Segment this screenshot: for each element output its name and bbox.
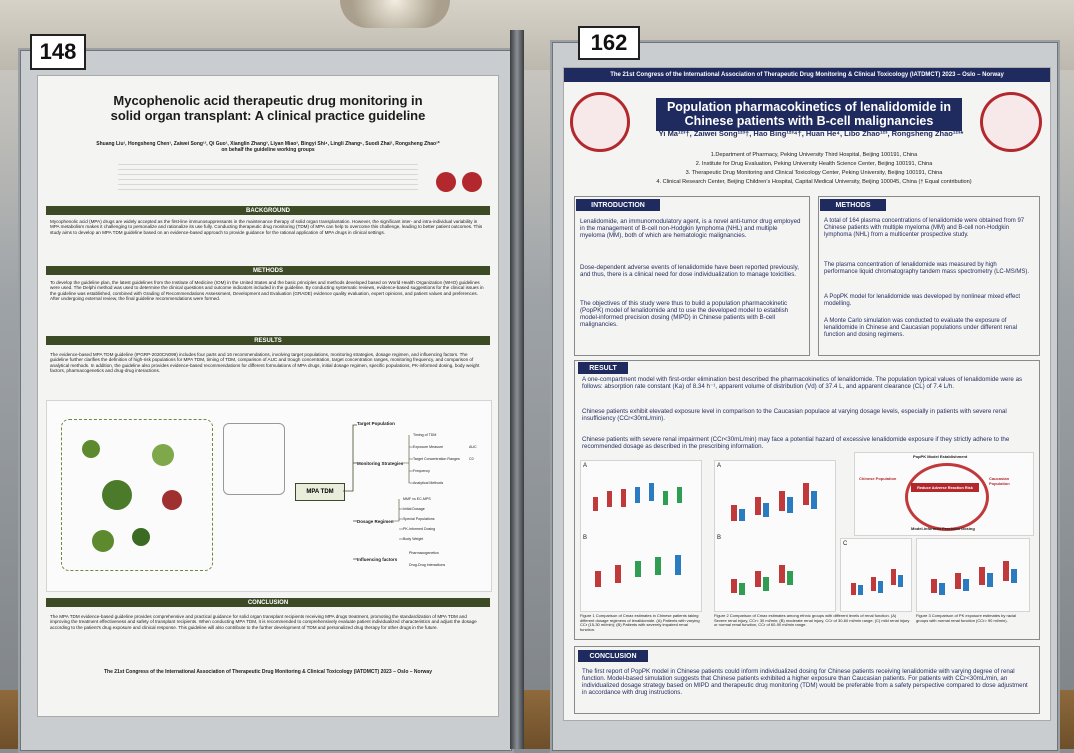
mindmap-leaf: MMF vs EC-MPS: [403, 497, 431, 501]
diagram-top-label: PopPK Model Establishment: [913, 454, 968, 459]
mindmap-branch-dosage-regimen: Dosage Regimen: [357, 519, 394, 524]
figure-3-plot: [916, 538, 1030, 612]
right-affiliation: 2. Institute for Drug Evaluation, Peking…: [695, 161, 933, 167]
figure-1-plots: A B: [580, 460, 702, 612]
left-title: Mycophenolic acid therapeutic drug monit…: [110, 93, 426, 123]
mindmap-c0-label: C0: [469, 457, 474, 461]
left-affiliations: [118, 164, 418, 194]
left-poster: Mycophenolic acid therapeutic drug monit…: [38, 76, 498, 716]
figure-3-caption: Figure 3 Comparison of PK exposure estim…: [916, 613, 1017, 623]
mindmap-leaf: Frequency: [413, 469, 430, 473]
conclusion-header: CONCLUSION: [578, 650, 648, 662]
left-background-header: BACKGROUND: [46, 206, 490, 215]
diagram-bottom-label: Model-informed Precision Dosing: [911, 526, 975, 531]
left-logo-1: [436, 172, 456, 192]
introduction-point-1: Lenalidomide, an immunomodulatory agent,…: [580, 218, 801, 240]
diagram-left-label: Chinese Population: [859, 476, 897, 481]
figure-2-panel-a-label: A: [717, 463, 722, 469]
pku-logo-right: [980, 92, 1042, 152]
left-authors: Shuang Liu¹, Hongsheng Chen¹, Zaiwei Son…: [96, 141, 440, 153]
mindmap-branch-influencing-factors: Influencing factors: [357, 557, 398, 562]
mindmap-leaf: Body Weight: [403, 537, 424, 541]
mindmap-auc-label: AUC: [469, 445, 477, 449]
mindmap-center: MPA TDM: [295, 483, 345, 501]
conclusion-text: The first report of PopPK model in Chine…: [582, 668, 1028, 697]
introduction-point-2: Dose-dependent adverse events of lenalid…: [580, 264, 799, 279]
figure-2c-plot: C: [840, 538, 912, 612]
methods-point-2: The plasma concentration of lenalidomide…: [824, 262, 1030, 275]
right-affiliation: 1.Department of Pharmacy, Peking Univers…: [710, 152, 918, 158]
methods-point-1: A total of 164 plasma concentrations of …: [824, 218, 1025, 238]
result-point-3: Chinese patients with severe renal impai…: [582, 436, 1010, 451]
ceiling-lamp: [340, 0, 450, 28]
right-authors: Yi Ma¹²³†, Zaiwei Song¹²³†, Hao Bing¹²³⁴…: [658, 129, 964, 138]
mindmap-leaf: Pharmacogenetics: [409, 551, 439, 555]
diagram-risk-label: Reduce Adverse Reaction Risk: [911, 483, 979, 492]
left-poster-number: 148: [30, 34, 86, 70]
diagram-right-label: Caucasian Population: [989, 476, 1010, 486]
left-methods-header: METHODS: [46, 266, 490, 275]
left-logo-2: [462, 172, 482, 192]
left-methods-text: To develop the guideline plan, the lates…: [50, 280, 484, 301]
figure-2-panel-c-label: C: [843, 541, 848, 547]
mindmap-leaf: Initial Dosage: [403, 507, 425, 511]
result-header: RESULT: [578, 362, 628, 374]
left-results-header: RESULTS: [46, 336, 490, 345]
stand-divider: [510, 30, 524, 749]
introduction-panel: [574, 196, 810, 356]
mindmap-leaf: Exposure Measure: [413, 445, 444, 449]
result-point-2: Chinese patients exhibit elevated exposu…: [582, 408, 1007, 423]
diagram-ring: [905, 463, 989, 531]
left-results-figure: MPA TDM Target Population Monitoring Str…: [46, 400, 492, 592]
right-affiliation: 4. Clinical Research Center, Beijing Chi…: [656, 179, 972, 185]
figure-2-panel-b-label: B: [717, 535, 722, 541]
figure-2-plots: A B: [714, 460, 836, 612]
left-results-text: The evidence-based MPA TDM guideline (IP…: [50, 352, 480, 373]
result-point-1: A one-compartment model with first-order…: [582, 376, 1023, 391]
methods-header: METHODS: [820, 199, 886, 211]
left-conclusion-header: CONCLUSION: [46, 598, 490, 607]
pk-model-diagram: PopPK Model Establishment Reduce Adverse…: [854, 452, 1034, 536]
mindmap-leaf: Analytical Methods: [413, 481, 444, 485]
mindmap-leaf: Target Concentration Ranges: [413, 457, 460, 461]
mindmap-leaf: Timing of TDM: [413, 433, 437, 437]
right-poster-number: 162: [578, 26, 640, 60]
left-background-text: Mycophenolic acid (MPA) drugs are widely…: [50, 219, 483, 235]
methods-point-3: A PopPK model for lenalidomide was devel…: [824, 294, 1021, 307]
right-title: Population pharmacokinetics of lenalidom…: [656, 98, 962, 131]
mindmap-leaf: Drug-Drug interactions: [409, 563, 446, 567]
figure-2-caption: Figure 2 Comparison of Cmax estimates am…: [714, 613, 910, 628]
figure-1-panel-a-label: A: [583, 463, 588, 469]
left-conclusion-text: The MPA TDM evidence-based guideline pro…: [50, 614, 477, 630]
right-poster: The 21st Congress of the International A…: [564, 68, 1050, 720]
conclusion-panel: [574, 646, 1040, 714]
right-banner: The 21st Congress of the International A…: [564, 68, 1050, 82]
mindmap-leaf: PK-informed Dosing: [403, 527, 436, 531]
right-affiliation: 3. Therapeutic Drug Monitoring and Clini…: [685, 170, 943, 176]
figure-1-caption: Figure 1 Comparison of Cmax estimates in…: [580, 613, 700, 632]
methods-point-4: A Monte Carlo simulation was conducted t…: [824, 318, 1018, 338]
result-panel: [574, 360, 1040, 640]
pku-logo-left: [570, 92, 630, 152]
introduction-point-3: The objectives of this study were thus t…: [580, 300, 789, 329]
introduction-header: INTRODUCTION: [576, 199, 660, 211]
mindmap-leaf: Special Populations: [403, 517, 435, 521]
mindmap-branch-target-population: Target Population: [357, 421, 395, 426]
methods-panel: [818, 196, 1040, 356]
metabolism-diagram: [223, 423, 285, 495]
mindmap-branch-monitoring-strategies: Monitoring Strategies: [357, 461, 404, 466]
figure-1-panel-b-label: B: [583, 535, 588, 541]
mindmap-connectors: [343, 424, 413, 560]
pharmacology-diagram: [61, 419, 213, 571]
left-footer: The 21st Congress of the International A…: [103, 669, 432, 675]
